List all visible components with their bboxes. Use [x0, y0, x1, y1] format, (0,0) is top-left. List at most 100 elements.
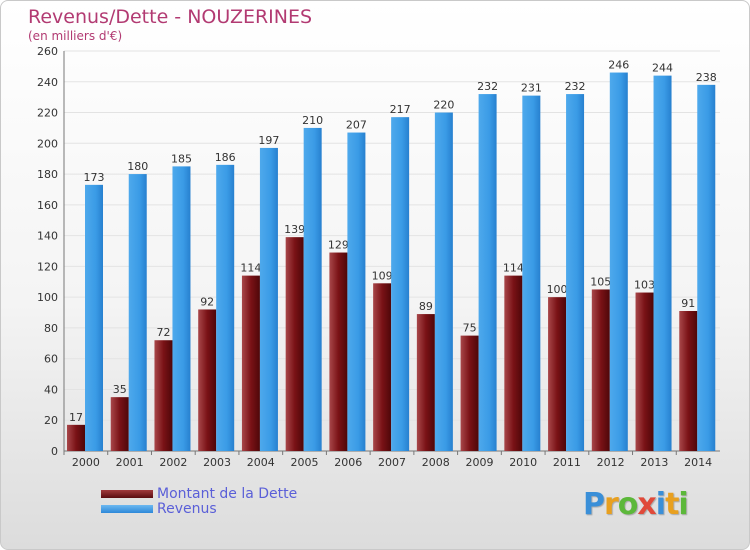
- x-tick-label: 2012: [597, 456, 625, 469]
- bar-revenus: [434, 112, 453, 452]
- x-tick-label: 2001: [116, 456, 144, 469]
- data-label-dette: 139: [284, 223, 305, 236]
- bar-dette: [635, 292, 654, 451]
- bar-revenus: [653, 75, 672, 451]
- y-tick-label: 240: [37, 76, 58, 89]
- x-tick-label: 2014: [684, 456, 712, 469]
- bar-revenus: [259, 147, 278, 451]
- data-label-revenus: 244: [652, 62, 673, 75]
- data-label-dette: 89: [419, 300, 433, 313]
- x-tick-label: 2002: [159, 456, 187, 469]
- data-label-dette: 103: [634, 279, 655, 292]
- bar-dette: [460, 335, 479, 451]
- logo-letter: x: [637, 487, 656, 522]
- data-label-dette: 114: [240, 262, 261, 275]
- bar-revenus: [347, 132, 366, 452]
- x-tick-label: 2011: [553, 456, 581, 469]
- data-label-dette: 129: [328, 239, 349, 252]
- bar-revenus: [697, 84, 716, 451]
- y-tick-label: 80: [44, 322, 58, 335]
- bar-revenus: [303, 127, 322, 451]
- data-label-dette: 91: [681, 297, 695, 310]
- data-label-revenus: 231: [521, 82, 542, 95]
- logo-letter: o: [617, 487, 639, 522]
- logo-letter: r: [604, 487, 619, 522]
- data-label-dette: 17: [69, 411, 83, 424]
- data-label-revenus: 220: [433, 99, 454, 112]
- data-label-dette: 72: [156, 326, 170, 339]
- data-label-dette: 109: [372, 269, 393, 282]
- x-tick-label: 2008: [422, 456, 450, 469]
- data-label-revenus: 210: [302, 114, 323, 127]
- logo-letter: P: [583, 487, 605, 522]
- x-tick-label: 2010: [509, 456, 537, 469]
- logo-letter: i: [655, 487, 666, 522]
- x-tick-label: 2000: [72, 456, 100, 469]
- bar-dette: [154, 340, 173, 451]
- x-tick-label: 2009: [465, 456, 493, 469]
- y-tick-label: 200: [37, 137, 58, 150]
- proxiti-logo: Proxiti: [583, 487, 689, 522]
- bar-revenus: [566, 94, 585, 452]
- logo-letter: i: [678, 487, 688, 522]
- y-tick-label: 160: [37, 199, 58, 212]
- y-tick-label: 100: [37, 291, 58, 304]
- bar-revenus: [609, 72, 628, 452]
- bar-revenus: [478, 94, 497, 452]
- data-label-revenus: 173: [84, 171, 105, 184]
- x-tick-label: 2004: [247, 456, 275, 469]
- data-label-revenus: 232: [477, 80, 498, 93]
- bar-revenus: [391, 117, 410, 452]
- data-label-revenus: 246: [608, 59, 629, 72]
- bar-revenus: [172, 166, 191, 451]
- legend-swatch-revenus: [101, 505, 153, 513]
- bar-dette: [548, 297, 567, 451]
- x-tick-label: 2003: [203, 456, 231, 469]
- bar-dette: [285, 237, 304, 451]
- legend-item-dette: Montant de la Dette: [101, 486, 297, 502]
- bar-dette: [198, 309, 217, 451]
- data-label-revenus: 238: [696, 71, 717, 84]
- data-label-dette: 114: [503, 262, 524, 275]
- bar-dette: [591, 289, 610, 451]
- x-tick-label: 2007: [378, 456, 406, 469]
- data-label-dette: 105: [590, 275, 611, 288]
- bar-dette: [329, 252, 348, 451]
- bar-dette: [504, 275, 523, 451]
- legend-label-dette: Montant de la Dette: [157, 486, 298, 502]
- data-label-revenus: 180: [127, 160, 148, 173]
- bar-dette: [241, 275, 260, 451]
- data-label-revenus: 232: [565, 80, 586, 93]
- chart-subtitle: (en milliers d'€): [28, 29, 123, 43]
- data-label-dette: 100: [547, 283, 568, 296]
- y-tick-label: 60: [44, 353, 58, 366]
- data-label-dette: 92: [200, 295, 214, 308]
- legend-swatch-dette: [101, 490, 153, 498]
- data-label-revenus: 217: [390, 103, 411, 116]
- y-tick-label: 140: [37, 230, 58, 243]
- chart-title: Revenus/Dette - NOUZERINES: [28, 6, 313, 28]
- data-label-dette: 75: [463, 322, 477, 335]
- y-tick-label: 0: [51, 445, 58, 458]
- y-tick-label: 20: [44, 414, 58, 427]
- y-tick-label: 180: [37, 168, 58, 181]
- x-tick-label: 2013: [640, 456, 668, 469]
- y-tick-label: 120: [37, 260, 58, 273]
- x-tick-label: 2005: [291, 456, 319, 469]
- data-label-revenus: 197: [258, 134, 279, 147]
- data-label-dette: 35: [113, 383, 127, 396]
- bar-revenus: [128, 174, 147, 452]
- bar-dette: [679, 311, 698, 451]
- logo-letter: t: [665, 487, 679, 522]
- bar-dette: [373, 283, 392, 451]
- bar-revenus: [85, 184, 103, 451]
- bar-dette: [416, 314, 435, 451]
- data-label-revenus: 207: [346, 119, 367, 132]
- bar-revenus: [216, 164, 235, 451]
- x-tick-label: 2006: [334, 456, 362, 469]
- data-label-revenus: 185: [171, 152, 192, 165]
- legend-item-revenus: Revenus: [101, 501, 217, 517]
- bar-revenus: [522, 95, 541, 451]
